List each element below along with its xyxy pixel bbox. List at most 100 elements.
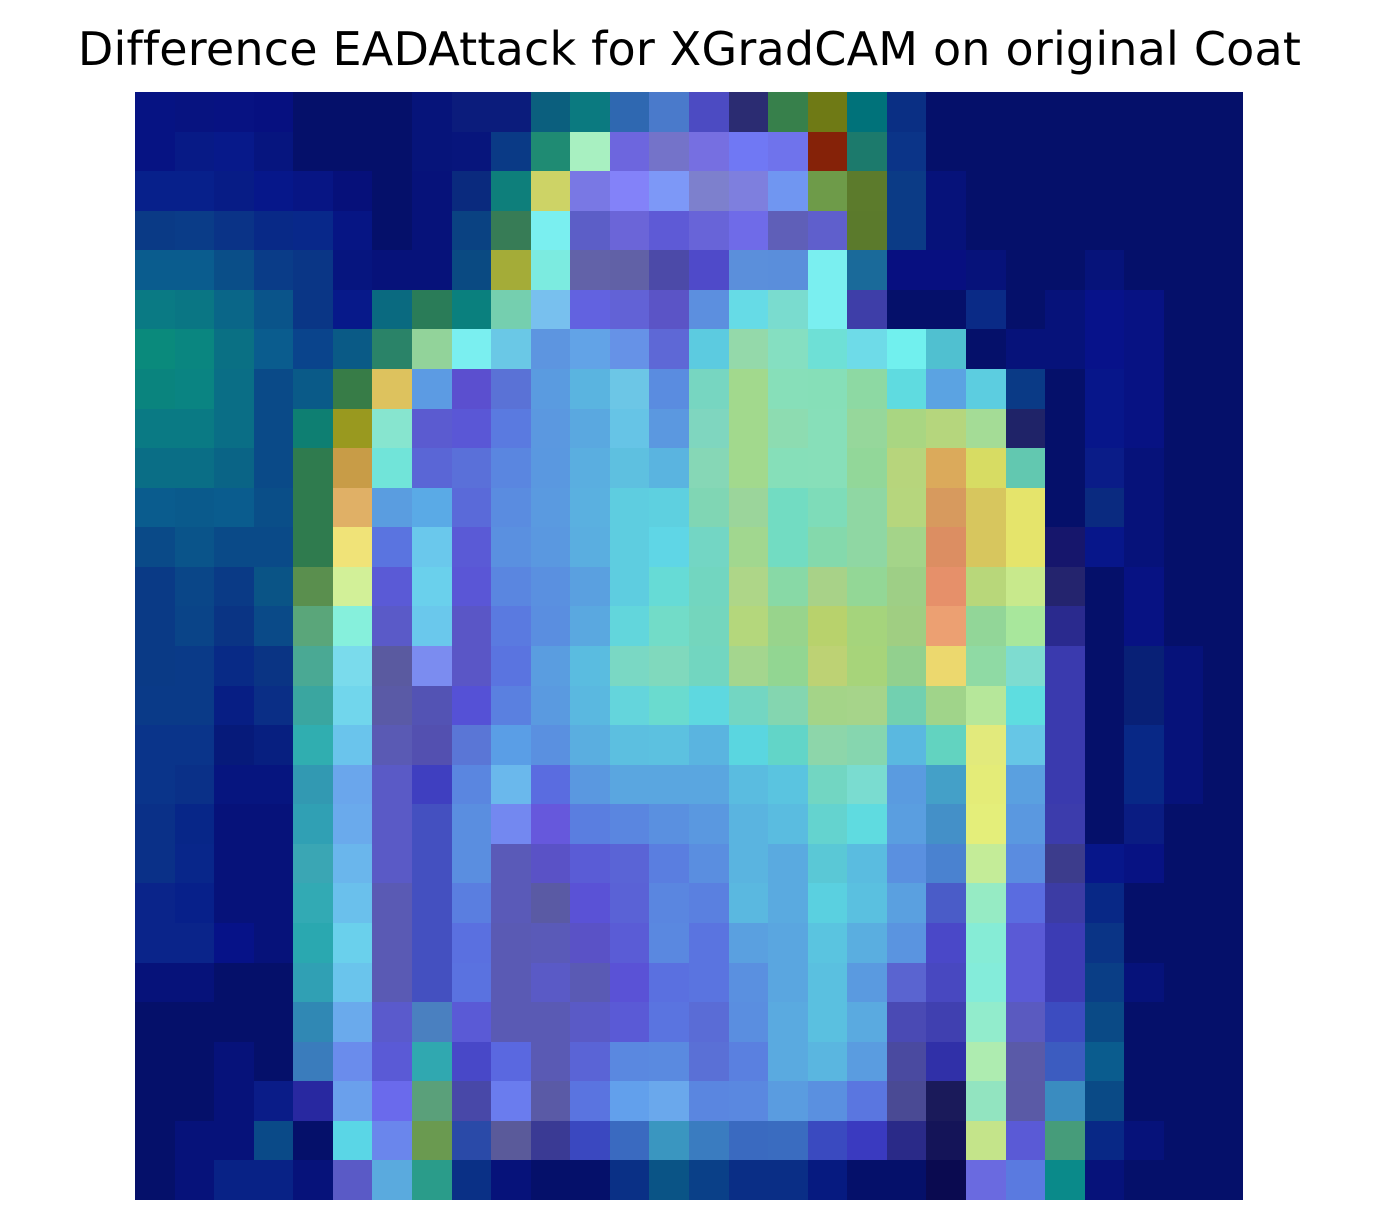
heatmap-cell (491, 408, 531, 449)
heatmap-cell (966, 408, 1006, 449)
heatmap-cell (728, 646, 769, 686)
heatmap-cell (689, 764, 729, 805)
heatmap-cell (332, 369, 373, 409)
heatmap-cell (807, 369, 848, 409)
heatmap-cell (1163, 408, 1204, 449)
heatmap-cell (768, 1120, 808, 1161)
heatmap-cell (689, 171, 729, 211)
heatmap-cell (372, 487, 412, 528)
heatmap-cell (1045, 487, 1085, 528)
heatmap-cell (332, 1160, 373, 1200)
heatmap-cell (214, 962, 254, 1003)
heatmap-cell (451, 487, 492, 528)
heatmap-cell (807, 92, 848, 132)
heatmap-cell (807, 804, 848, 844)
heatmap-cell (926, 646, 966, 686)
heatmap-cell (570, 131, 610, 172)
heatmap-cell (649, 1002, 689, 1042)
heatmap-cell (135, 329, 175, 369)
heatmap-cell (609, 92, 650, 132)
heatmap-cell (966, 685, 1006, 726)
heatmap-cell (332, 1081, 373, 1121)
heatmap-cell (174, 131, 215, 172)
heatmap-cell (135, 171, 175, 211)
heatmap-cell (847, 764, 887, 805)
heatmap-cell (1084, 923, 1125, 963)
heatmap-cell (1163, 962, 1204, 1003)
heatmap-cell (1084, 1120, 1125, 1161)
heatmap-cell (1163, 923, 1204, 963)
heatmap-cell (926, 250, 966, 290)
heatmap-cell (214, 725, 254, 765)
heatmap-cell (135, 566, 175, 607)
heatmap-cell (886, 685, 927, 726)
heatmap-cell (530, 804, 571, 844)
heatmap-cell (807, 764, 848, 805)
heatmap-cell (1005, 448, 1046, 488)
heatmap-cell (253, 250, 294, 290)
heatmap-cell (966, 329, 1006, 369)
heatmap-cell (728, 448, 769, 488)
heatmap-cell (1203, 408, 1243, 449)
heatmap-cell (768, 289, 808, 330)
heatmap-cell (926, 487, 966, 528)
heatmap-cell (412, 250, 452, 290)
heatmap-cell (174, 1041, 215, 1082)
heatmap-cell (966, 646, 1006, 686)
heatmap-cell (1124, 923, 1164, 963)
heatmap-cell (1005, 804, 1046, 844)
heatmap-cell (1163, 1041, 1204, 1082)
heatmap-cell (135, 606, 175, 646)
heatmap-cell (412, 1002, 452, 1042)
heatmap-cell (649, 1041, 689, 1082)
heatmap-cell (332, 448, 373, 488)
heatmap-cell (530, 329, 571, 369)
heatmap-cell (530, 1081, 571, 1121)
heatmap-cell (768, 329, 808, 369)
heatmap-cell (1005, 843, 1046, 884)
heatmap-cell (214, 646, 254, 686)
heatmap-cell (412, 448, 452, 488)
heatmap-cell (1084, 646, 1125, 686)
heatmap-cell (807, 1041, 848, 1082)
heatmap-cell (135, 250, 175, 290)
heatmap-cell (412, 487, 452, 528)
heatmap-cell (214, 250, 254, 290)
heatmap-cell (689, 448, 729, 488)
heatmap-cell (966, 725, 1006, 765)
heatmap-cell (966, 448, 1006, 488)
heatmap-cell (807, 843, 848, 884)
heatmap-cell (135, 1041, 175, 1082)
heatmap-cell (253, 1002, 294, 1042)
heatmap-cell (807, 171, 848, 211)
heatmap-cell (174, 804, 215, 844)
heatmap-cell (926, 210, 966, 251)
heatmap-cell (1005, 329, 1046, 369)
heatmap-cell (253, 171, 294, 211)
heatmap-cell (293, 646, 333, 686)
heatmap-cell (807, 725, 848, 765)
heatmap-cell (886, 646, 927, 686)
heatmap-cell (412, 171, 452, 211)
heatmap-cell (609, 764, 650, 805)
heatmap-cell (293, 369, 333, 409)
heatmap-cell (214, 487, 254, 528)
heatmap-cell (966, 210, 1006, 251)
heatmap-cell (174, 764, 215, 805)
heatmap-cell (609, 527, 650, 567)
heatmap-cell (491, 1081, 531, 1121)
heatmap-cell (570, 171, 610, 211)
heatmap-cell (1124, 250, 1164, 290)
heatmap-cell (1124, 369, 1164, 409)
heatmap-cell (530, 250, 571, 290)
heatmap-cell (609, 131, 650, 172)
heatmap-cell (293, 566, 333, 607)
heatmap-cell (332, 527, 373, 567)
heatmap-cell (886, 210, 927, 251)
heatmap-cell (253, 962, 294, 1003)
heatmap-cell (1005, 408, 1046, 449)
heatmap-cell (966, 1041, 1006, 1082)
heatmap-cell (1124, 646, 1164, 686)
heatmap-cell (768, 883, 808, 923)
heatmap-cell (847, 210, 887, 251)
